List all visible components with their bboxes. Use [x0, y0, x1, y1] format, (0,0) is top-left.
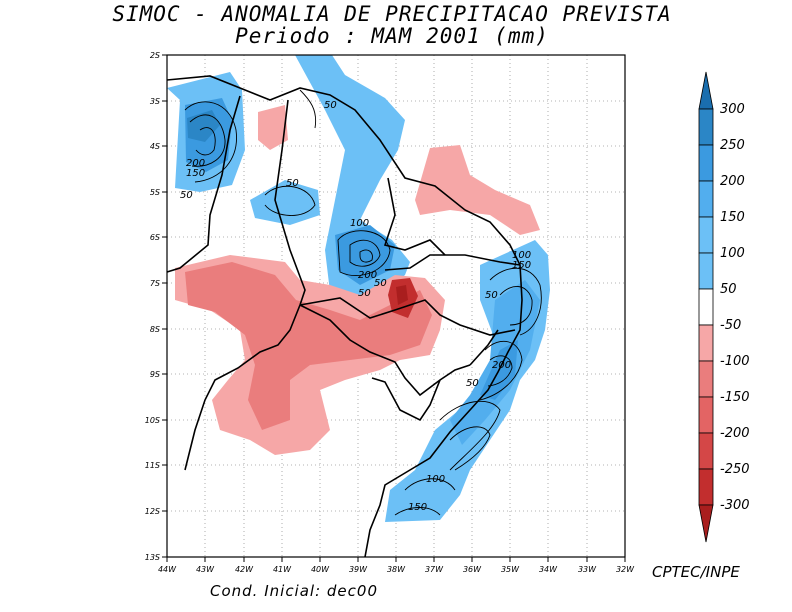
border-alagoas — [469, 329, 499, 366]
border-piaui-bahia — [184, 304, 301, 471]
lat-label: 9S — [150, 370, 160, 379]
colorbar-swatch-150 — [698, 180, 714, 218]
lon-label: 42W — [235, 565, 254, 574]
border-maranhao-piaui — [166, 95, 241, 273]
colorbar-label: -200 — [720, 426, 750, 441]
colorbar-label: -50 — [720, 318, 741, 333]
colorbar-swatch-50 — [698, 252, 714, 290]
colorbar-top-arrow — [698, 71, 714, 110]
negative-field-peak-inner — [396, 285, 408, 305]
lon-label: 33W — [578, 565, 597, 574]
colorbar-label: 150 — [720, 210, 745, 225]
contour-label: 50 — [286, 178, 299, 189]
border-bahia-pe — [299, 304, 471, 397]
colorbar-swatch-neg100 — [698, 360, 714, 398]
border-sergipe — [371, 377, 441, 422]
contour-label: 100 — [512, 250, 531, 261]
colorbar-swatch-neg250 — [698, 468, 714, 506]
colorbar-label: 250 — [720, 138, 745, 153]
lat-label: 3S — [150, 97, 160, 106]
lon-label: 44W — [158, 565, 177, 574]
colorbar — [698, 71, 714, 543]
lon-label: 37W — [425, 565, 444, 574]
lat-label: 6S — [150, 233, 160, 242]
longitude-labels: 44W 43W 42W 41W 40W 39W 38W 37W 36W 35W … — [158, 565, 635, 574]
credit-label: CPTEC/INPE — [652, 563, 740, 581]
border-ceara-rn — [383, 177, 446, 256]
negative-field-east — [415, 145, 540, 235]
colorbar-labels: 300 250 200 150 100 50 -50 -100 -150 -20… — [720, 102, 750, 513]
lat-label: 13S — [145, 553, 160, 562]
border-paraiba — [384, 254, 521, 271]
border-piaui-ceara — [274, 99, 306, 306]
colorbar-swatch-neg150 — [698, 396, 714, 434]
contour-label: 50 — [180, 190, 193, 201]
colorbar-label: -150 — [720, 390, 750, 405]
initial-condition-label: Cond. Inicial: dec00 — [210, 582, 378, 600]
contour-label: 50 — [485, 290, 498, 301]
colorbar-label: 50 — [720, 282, 737, 297]
lon-label: 32W — [616, 565, 635, 574]
map-subtitle: Periodo : MAM 2001 (mm) — [235, 24, 549, 48]
axis-ticks — [162, 54, 626, 562]
contour-label: 200 — [186, 158, 205, 169]
lon-label: 38W — [387, 565, 406, 574]
lon-label: 43W — [196, 565, 215, 574]
contour-label: 50 — [358, 288, 371, 299]
lon-label: 40W — [311, 565, 330, 574]
colorbar-swatch-zero — [698, 288, 714, 326]
colorbar-label: -250 — [720, 462, 750, 477]
contour-label: 150 — [512, 260, 531, 271]
colorbar-label: 300 — [720, 102, 745, 117]
colorbar-label: 200 — [720, 174, 745, 189]
border-pernambuco — [299, 297, 516, 336]
lat-label: 4S — [150, 142, 160, 151]
contour-label: 100 — [426, 474, 445, 485]
lat-label: 7S — [150, 279, 160, 288]
lon-label: 39W — [349, 565, 368, 574]
state-boundaries — [166, 75, 523, 558]
contour-label: 150 — [186, 168, 205, 179]
colorbar-swatch-100 — [698, 216, 714, 254]
lat-label: 11S — [145, 461, 160, 470]
lat-label: 8S — [150, 325, 160, 334]
colorbar-label: -300 — [720, 498, 750, 513]
contour-label: 50 — [466, 378, 479, 389]
map-title: SIMOC - ANOMALIA DE PRECIPITACAO PREVIST… — [112, 2, 672, 26]
lat-label: 5S — [150, 188, 160, 197]
colorbar-label: -100 — [720, 354, 750, 369]
negative-field-north — [258, 105, 288, 150]
colorbar-swatch-250 — [698, 108, 714, 146]
contour-label-group: 50 50 200 150 50 100 200 50 50 100 150 5… — [180, 100, 531, 513]
lat-label: 2S — [150, 51, 160, 60]
colorbar-swatch-neg50 — [698, 324, 714, 362]
lat-label: 12S — [145, 507, 160, 516]
colorbar-swatch-200 — [698, 144, 714, 182]
colorbar-label: 100 — [720, 246, 745, 261]
colorbar-bottom-arrow — [698, 504, 714, 543]
contour-label: 100 — [350, 218, 369, 229]
contour-lines — [184, 89, 542, 516]
negative-anomaly-fields — [175, 105, 540, 455]
negative-field-central-core — [185, 262, 432, 430]
positive-field-north-core — [335, 225, 395, 285]
lat-label: 10S — [145, 416, 160, 425]
lon-label: 35W — [501, 565, 520, 574]
contour-label: 50 — [374, 278, 387, 289]
lon-label: 36W — [463, 565, 482, 574]
latitude-labels: 2S 3S 4S 5S 6S 7S 8S 9S 10S 11S 12S 13S — [145, 51, 160, 562]
contour-label: 200 — [492, 360, 511, 371]
contour-label: 50 — [324, 100, 337, 111]
contour-label: 150 — [408, 502, 427, 513]
lon-label: 41W — [273, 565, 292, 574]
lon-label: 34W — [539, 565, 558, 574]
contour-label: 200 — [358, 270, 377, 281]
colorbar-swatch-neg200 — [698, 432, 714, 470]
